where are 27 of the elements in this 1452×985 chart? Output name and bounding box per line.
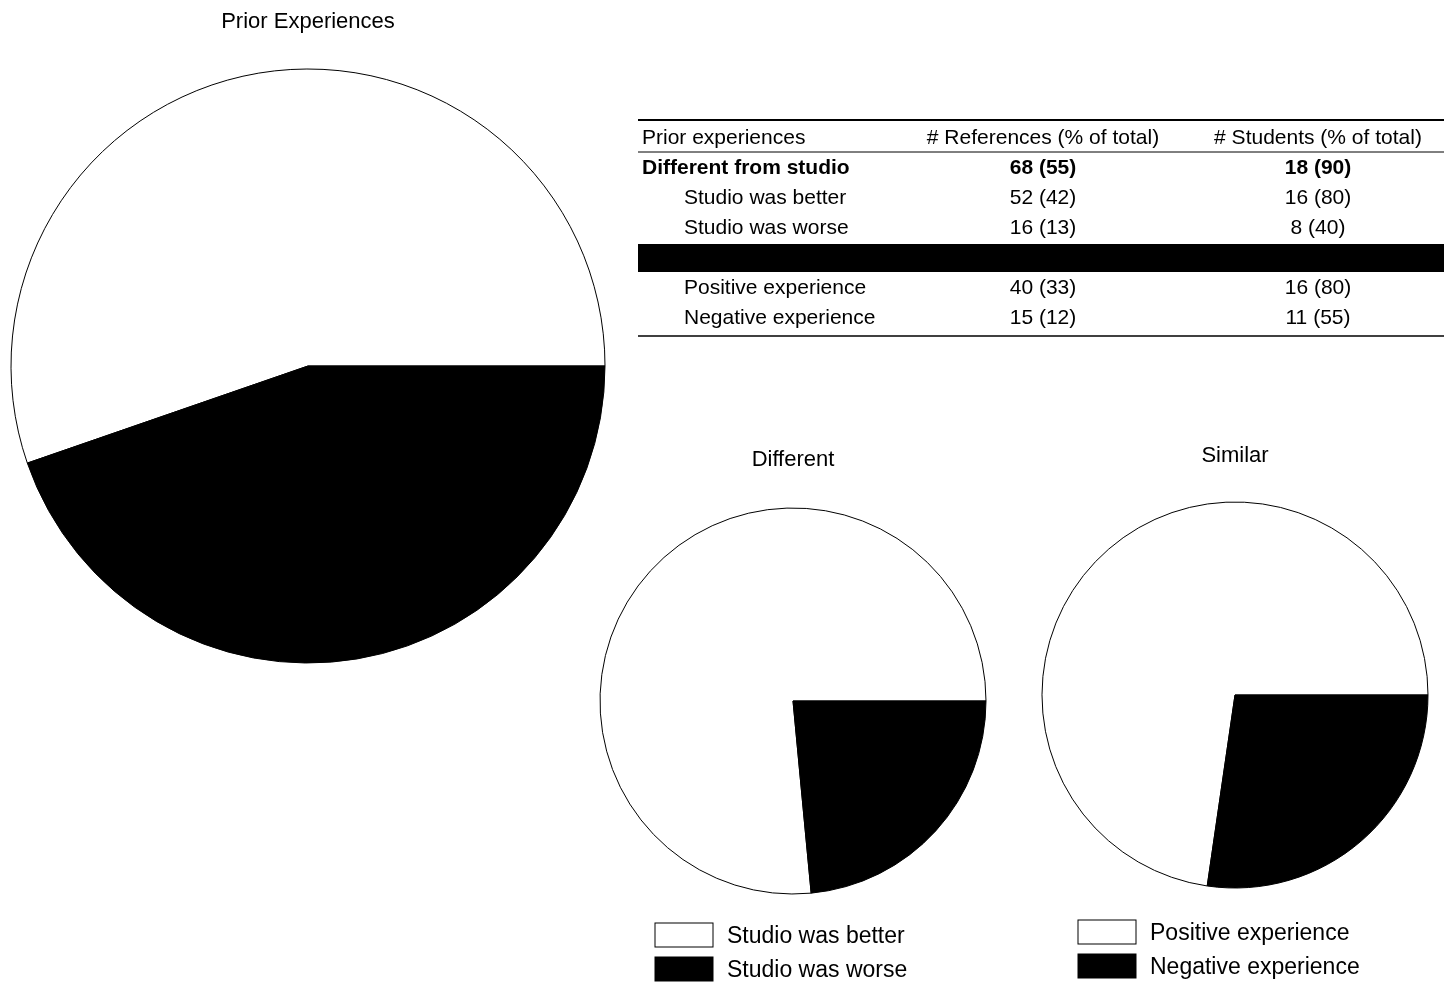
- text: 16 (13): [1009, 215, 1077, 238]
- chart-title: Prior Experiences: [221, 8, 395, 33]
- text: 15 (12): [1009, 305, 1077, 328]
- legend-label: Studio was worse: [727, 956, 908, 982]
- legend-label: Positive experience: [1150, 919, 1350, 945]
- category-label: # References (% of total): [926, 125, 1160, 148]
- text: 52 (42): [1009, 185, 1077, 208]
- legend-label: Negative experience: [1150, 953, 1360, 979]
- category-label: # Students (% of total): [1214, 125, 1422, 148]
- text: 16 (80): [1284, 275, 1352, 298]
- text: 68 (55): [1009, 155, 1077, 178]
- chart-title: Different: [751, 446, 835, 471]
- text: 18 (90): [1284, 155, 1352, 178]
- text: 16 (80): [1284, 185, 1352, 208]
- pie-slice: [1041, 501, 1429, 887]
- text: 11 (55): [1285, 305, 1351, 328]
- text: 40 (33): [1009, 275, 1077, 298]
- text: 8 (40): [1290, 215, 1346, 238]
- legend-label: Studio was better: [727, 922, 906, 948]
- chart-title: Similar: [1201, 442, 1269, 467]
- category-label: Different from studio: [642, 155, 850, 178]
- category-label: Positive experience: [684, 275, 867, 298]
- category-label: Studio was worse: [684, 215, 849, 238]
- category-label: Prior experiences: [642, 125, 806, 148]
- category-label: Negative experience: [684, 305, 876, 328]
- category-label: Studio was better: [684, 185, 847, 208]
- pie-slice: [599, 507, 987, 895]
